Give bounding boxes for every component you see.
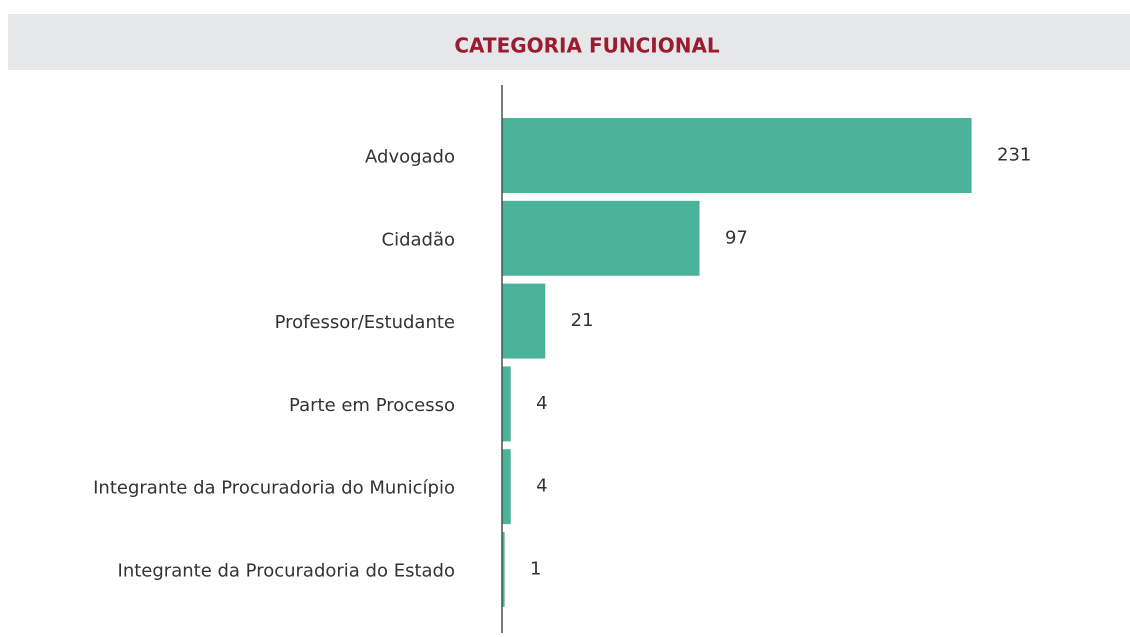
value-label: 21 (571, 310, 594, 331)
category-label: Integrante da Procuradoria do Município (93, 478, 455, 499)
bar (502, 118, 972, 193)
category-label: Advogado (365, 147, 455, 168)
value-label: 97 (725, 227, 748, 248)
value-label: 4 (536, 393, 547, 414)
chart-title: CATEGORIA FUNCIONAL (454, 34, 720, 58)
bar (502, 200, 700, 276)
bar (502, 449, 511, 525)
title-band (8, 14, 1130, 70)
value-label: 231 (997, 145, 1031, 166)
category-label: Integrante da Procuradoria do Estado (118, 561, 455, 582)
category-label: Cidadão (382, 229, 456, 250)
bar (502, 283, 546, 359)
bar (502, 366, 511, 442)
category-label: Parte em Processo (289, 395, 455, 416)
value-label: 1 (530, 559, 541, 580)
value-label: 4 (536, 476, 547, 497)
bar (502, 532, 505, 607)
category-label: Professor/Estudante (275, 312, 455, 333)
